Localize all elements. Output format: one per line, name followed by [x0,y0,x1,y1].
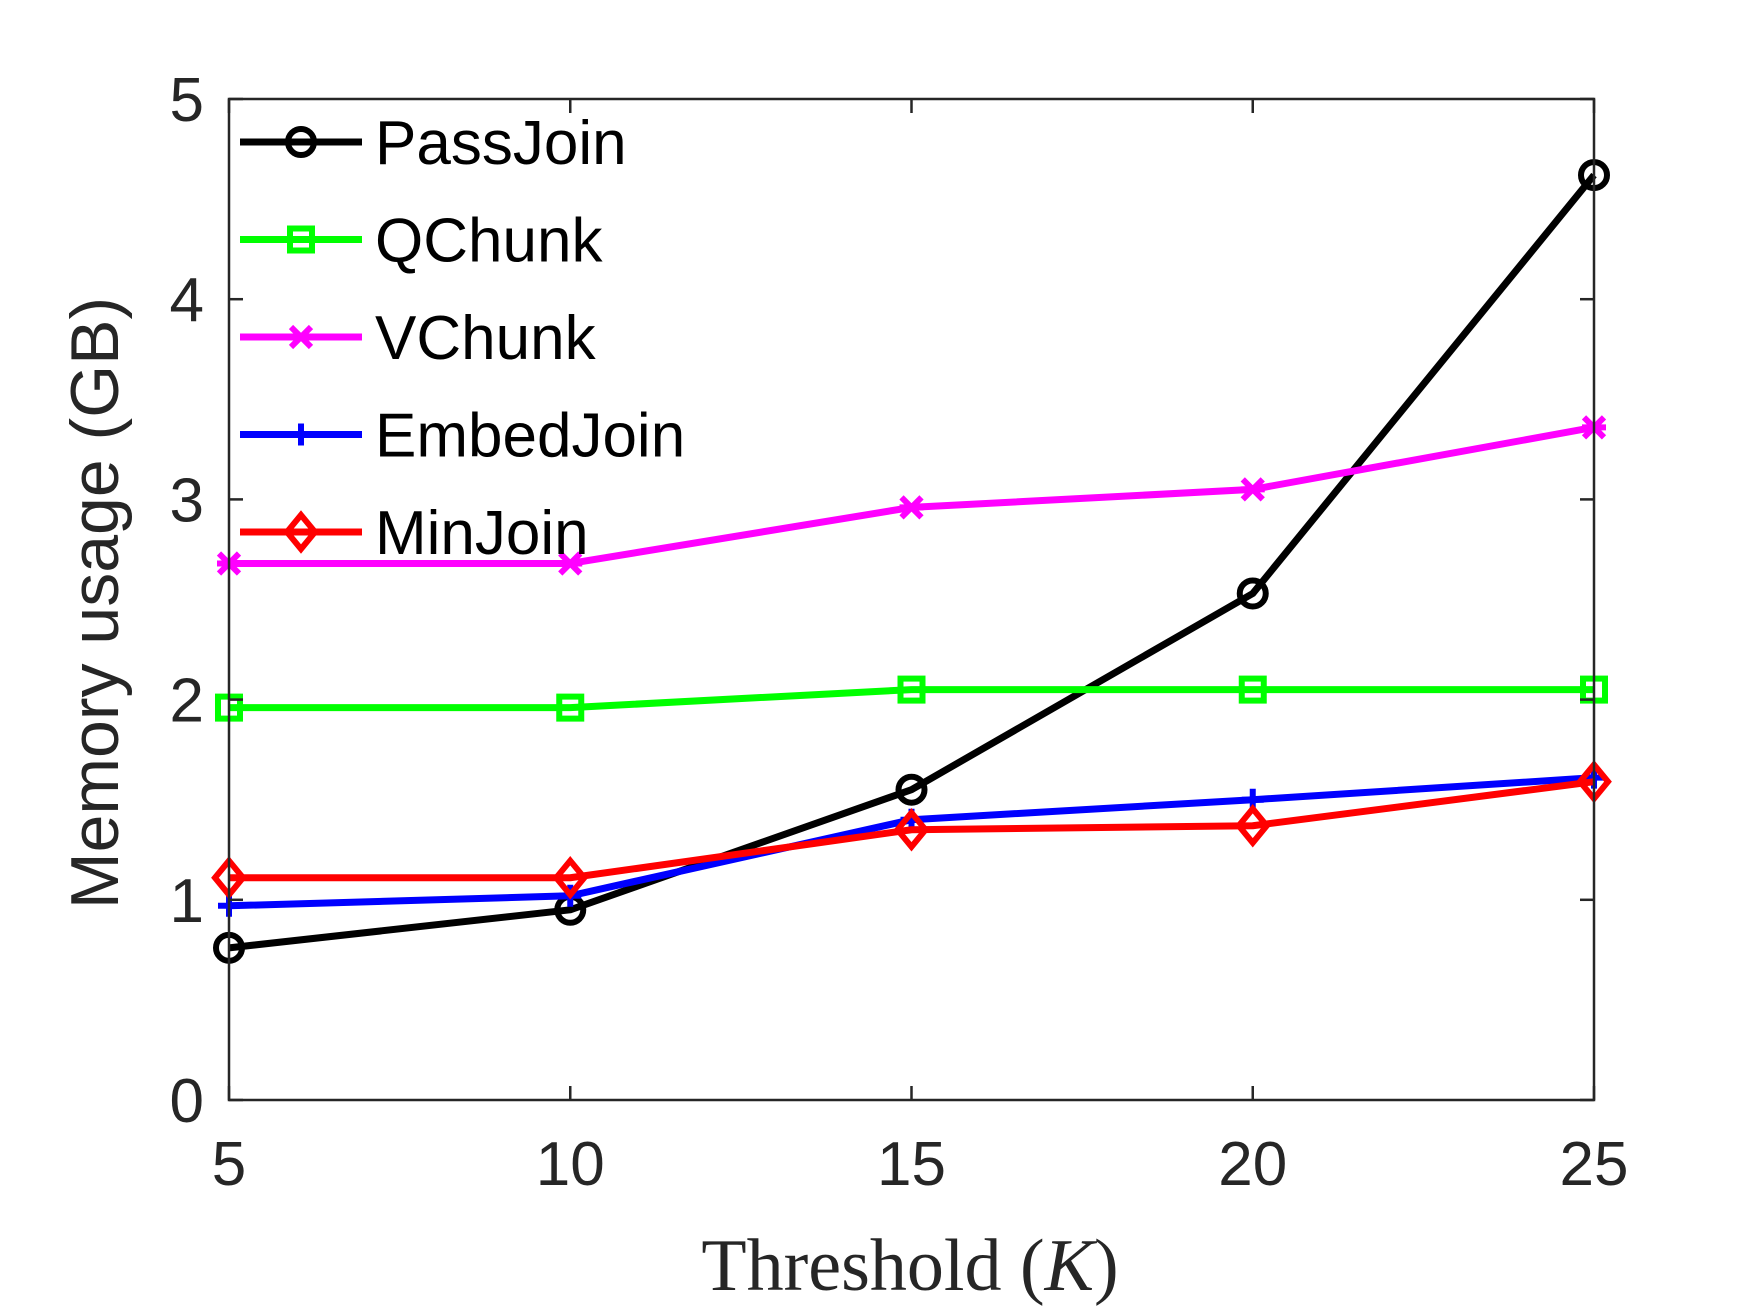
data-point-qchunk-2 [897,675,926,704]
legend-item-passjoin: PassJoin [240,109,627,178]
x-tick-label-3: 20 [1218,1130,1287,1199]
x-axis-label-variable: K [1044,1225,1098,1307]
legend-marker-passjoin [285,126,317,158]
legend-label-vchunk: VChunk [375,304,597,373]
legend-item-embedjoin: EmbedJoin [240,402,685,471]
series-qchunk [215,675,1608,722]
y-axis-label: Memory usage (GB) [57,297,133,909]
y-tick-label-2: 2 [170,667,204,736]
data-point-qchunk-3 [1238,675,1267,704]
legend-item-vchunk: VChunk [240,304,597,373]
data-point-minjoin-1 [552,856,589,900]
x-tick-label-1: 10 [536,1130,605,1199]
legend-marker-qchunk [287,225,315,254]
data-point-minjoin-2 [893,808,930,852]
x-tick-label-4: 25 [1560,1130,1629,1199]
y-tick-label-0: 0 [170,1067,204,1136]
y-tick-label-3: 3 [170,466,204,535]
y-tick-label-4: 4 [170,266,204,335]
data-point-qchunk-1 [556,693,585,722]
y-tick-label-5: 5 [170,66,204,135]
x-axis-label: Threshold (K) [701,1225,1118,1307]
legend-marker-vchunk [288,324,314,350]
legend-item-qchunk: QChunk [240,207,603,276]
legend-marker-minjoin [283,510,319,554]
legend-label-qchunk: QChunk [375,207,603,276]
series-line-minjoin [229,778,1595,882]
axes: 5 10 15 20 25 0 1 2 3 4 5 [170,66,1629,1199]
x-axis-label-text: Threshold ( [701,1225,1044,1307]
data-point-vchunk-2 [899,495,924,520]
legend: PassJoin QChunk VChunk EmbedJoin MinJoin [240,109,685,568]
x-axis-label-close: ) [1094,1225,1119,1307]
data-point-passjoin-3 [1236,577,1269,610]
x-tick-label-2: 15 [877,1130,946,1199]
series-line-passjoin [228,172,1597,952]
data-point-vchunk-1 [558,551,583,576]
y-tick-label-1: 1 [170,867,204,936]
legend-item-minjoin: MinJoin [240,499,589,568]
legend-label-minjoin: MinJoin [375,499,589,568]
x-tick-label-0: 5 [212,1130,246,1199]
series-line-qchunk [229,686,1594,712]
data-point-passjoin-2 [895,773,928,806]
plot-area [211,159,1612,964]
data-point-vchunk-3 [1240,477,1265,502]
data-point-minjoin-3 [1234,804,1271,848]
legend-marker-embedjoin [290,423,312,446]
series-minjoin [211,759,1612,900]
legend-label-passjoin: PassJoin [375,109,627,178]
legend-label-embedjoin: EmbedJoin [375,402,685,471]
